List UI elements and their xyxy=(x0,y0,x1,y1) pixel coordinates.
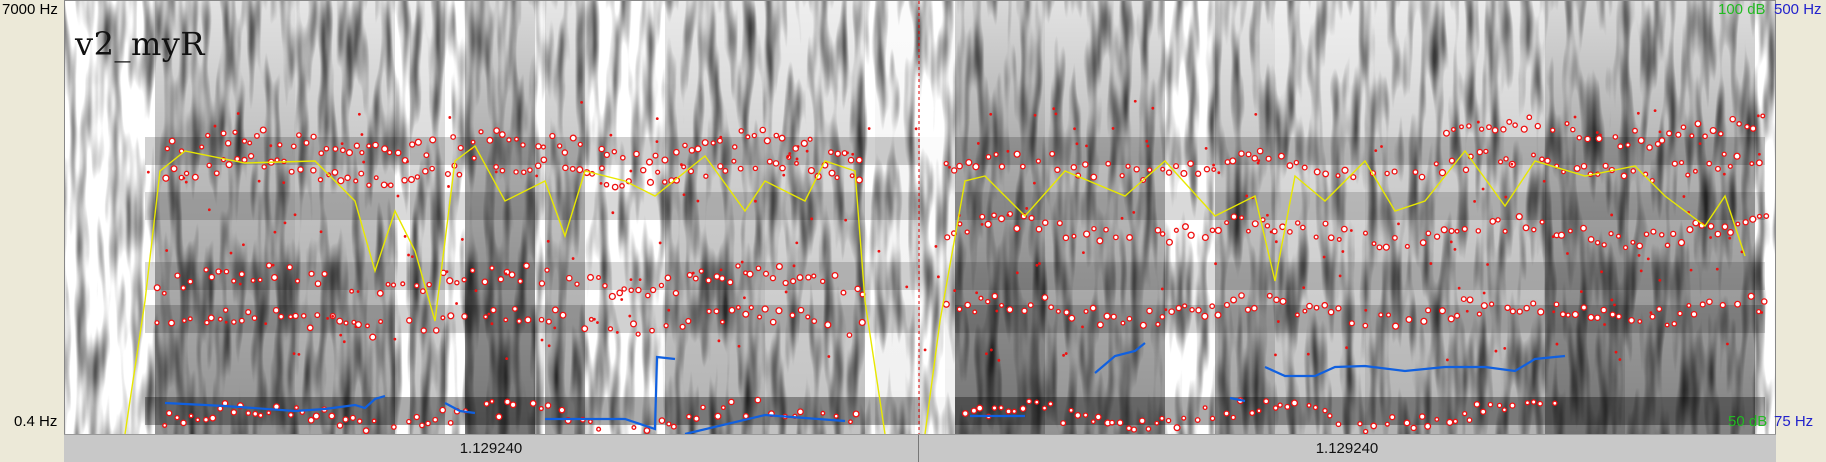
time-segment-right[interactable]: 1.129240 xyxy=(1315,440,1379,457)
spectrogram-svg[interactable] xyxy=(65,1,1775,436)
intensity-top-label: 100 dB xyxy=(1718,1,1766,18)
freq-bottom-label: 0.4 Hz xyxy=(14,413,58,430)
freq-top-label: 7000 Hz xyxy=(2,1,58,18)
intensity-curve xyxy=(124,144,1746,435)
time-bar[interactable]: 1.129240 1.129240 xyxy=(64,434,1776,462)
intensity-bottom-label: 50 dB xyxy=(1728,413,1768,430)
tier-name-label: v2_myR xyxy=(75,25,205,63)
pitch-bottom-label: 75 Hz xyxy=(1774,413,1814,430)
pitch-top-label: 500 Hz xyxy=(1774,1,1822,18)
pitch-curves xyxy=(164,342,1566,436)
time-segment-left[interactable]: 1.129240 xyxy=(64,435,919,462)
spectrogram-panel[interactable]: v2_myR xyxy=(64,0,1776,436)
